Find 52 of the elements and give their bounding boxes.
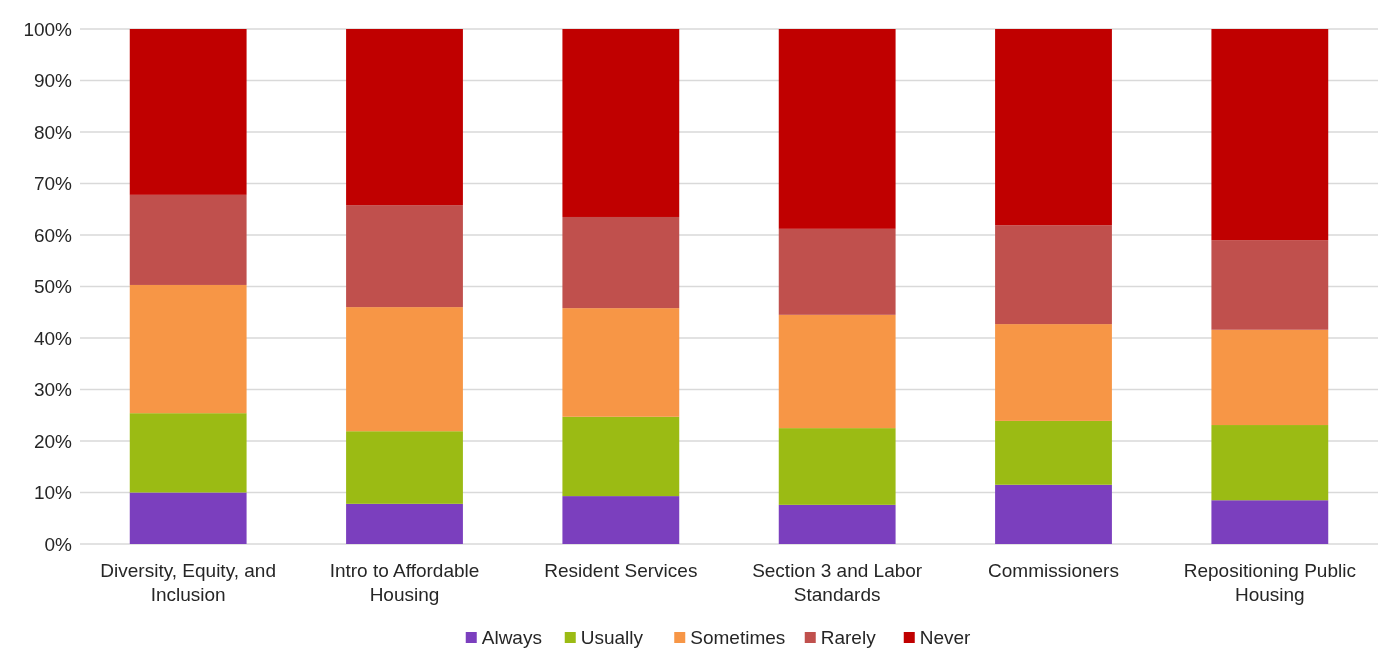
legend-label: Sometimes (690, 627, 786, 649)
bar (129, 284, 247, 414)
bar (346, 431, 463, 504)
bar (346, 307, 463, 432)
legend-label: Usually (580, 627, 644, 649)
x-tick-label: Section 3 and Labor Standards (752, 560, 923, 605)
bar (562, 308, 680, 417)
bar (778, 29, 896, 229)
bar (562, 216, 680, 309)
bar (995, 324, 1112, 421)
bar (1211, 240, 1329, 330)
bar (995, 29, 1112, 226)
bar (129, 29, 247, 195)
x-tick-label: Resident Services (544, 560, 698, 581)
y-tick-label: 30% (33, 379, 73, 401)
x-tick-label: Diversity, Equity, and Inclusion (100, 560, 276, 605)
y-tick-label: 80% (33, 121, 73, 143)
legend-label: Always (481, 627, 542, 649)
y-tick-label: 100% (23, 18, 73, 40)
legend-label: Never (919, 627, 972, 649)
x-tick-label: Intro to Affordable Housing (329, 560, 480, 605)
y-tick-label: 90% (33, 70, 73, 92)
y-tick-label: 70% (33, 173, 73, 195)
bar (1211, 425, 1329, 501)
legend-label: Rarely (820, 627, 877, 649)
x-tick-label: Repositioning Public Housing (1183, 560, 1356, 605)
y-tick-label: 40% (33, 327, 73, 349)
y-tick-label: 0% (44, 533, 73, 555)
bar (562, 496, 680, 544)
bar (346, 205, 463, 308)
bar (778, 228, 896, 315)
bar (995, 484, 1112, 544)
bar (1211, 329, 1329, 426)
bar (562, 29, 680, 217)
bar (1211, 500, 1329, 544)
x-tick-label: Commissioners (988, 560, 1119, 581)
bar (778, 504, 896, 544)
y-tick-label: 20% (33, 430, 73, 452)
bar (346, 503, 463, 544)
bar (562, 416, 680, 497)
bar (778, 428, 896, 505)
bar (995, 420, 1112, 485)
y-tick-label: 10% (33, 482, 73, 504)
bar (129, 194, 247, 285)
bar (129, 413, 247, 493)
y-tick-label: 60% (33, 224, 73, 246)
bar (778, 314, 896, 429)
bar (1211, 29, 1329, 241)
y-tick-label: 50% (33, 276, 73, 298)
bar (346, 29, 463, 206)
bar (995, 225, 1112, 325)
bar (129, 492, 247, 544)
